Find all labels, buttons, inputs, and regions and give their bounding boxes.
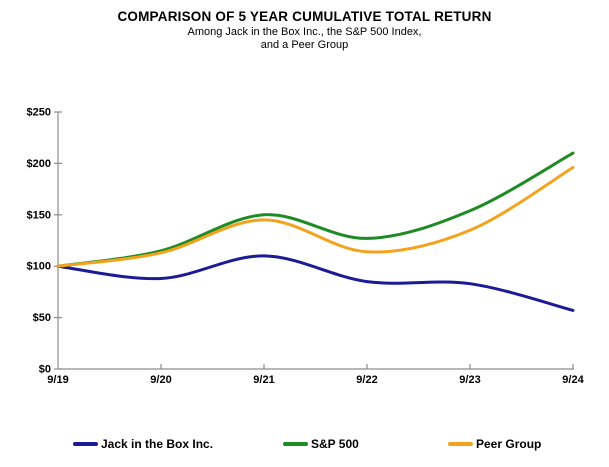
chart-header: COMPARISON OF 5 YEAR CUMULATIVE TOTAL RE… bbox=[0, 9, 609, 52]
y-axis-tick-label: $50 bbox=[33, 312, 51, 324]
x-axis-tick-label: 9/22 bbox=[356, 374, 377, 386]
x-axis-tick-label: 9/23 bbox=[459, 374, 480, 386]
y-axis-tick-label: $0 bbox=[39, 364, 51, 376]
chart-subtitle-line-1: Among Jack in the Box Inc., the S&P 500 … bbox=[187, 26, 422, 38]
legend-item-jack-in-the-box: Jack in the Box Inc. bbox=[73, 432, 213, 456]
x-axis-tick-label: 9/24 bbox=[562, 374, 584, 386]
x-axis-tick-label: 9/20 bbox=[150, 374, 171, 386]
legend-item-peer-group: Peer Group bbox=[448, 432, 541, 456]
legend-swatch-peer-group bbox=[448, 442, 473, 446]
y-axis-tick-label: $100 bbox=[27, 261, 51, 273]
legend-swatch-sp-500 bbox=[283, 442, 308, 446]
series-line-jack-in-the-box-inc bbox=[56, 254, 575, 312]
legend-item-sp-500: S&P 500 bbox=[283, 432, 359, 456]
legend-label-sp-500: S&P 500 bbox=[311, 437, 359, 451]
legend-label-jack-in-the-box: Jack in the Box Inc. bbox=[101, 437, 214, 451]
chart-title: COMPARISON OF 5 YEAR CUMULATIVE TOTAL RE… bbox=[117, 9, 492, 24]
y-axis-tick-label: $250 bbox=[27, 107, 51, 119]
chart-legend: Jack in the Box Inc. S&P 500 Peer Group bbox=[0, 432, 609, 456]
y-axis-tick-label: $150 bbox=[27, 209, 51, 221]
x-axis-tick-label: 9/19 bbox=[47, 374, 68, 386]
legend-label-peer-group: Peer Group bbox=[476, 437, 542, 451]
series-line-peer-group bbox=[56, 166, 575, 268]
y-axis-tick-label: $200 bbox=[27, 158, 51, 170]
axis-lines bbox=[57, 112, 574, 370]
series-line-s-p-500 bbox=[56, 151, 575, 268]
x-axis-tick-label: 9/21 bbox=[253, 374, 274, 386]
chart-subtitle-line-2: and a Peer Group bbox=[260, 39, 349, 51]
legend-swatch-jack-in-the-box bbox=[73, 442, 98, 446]
